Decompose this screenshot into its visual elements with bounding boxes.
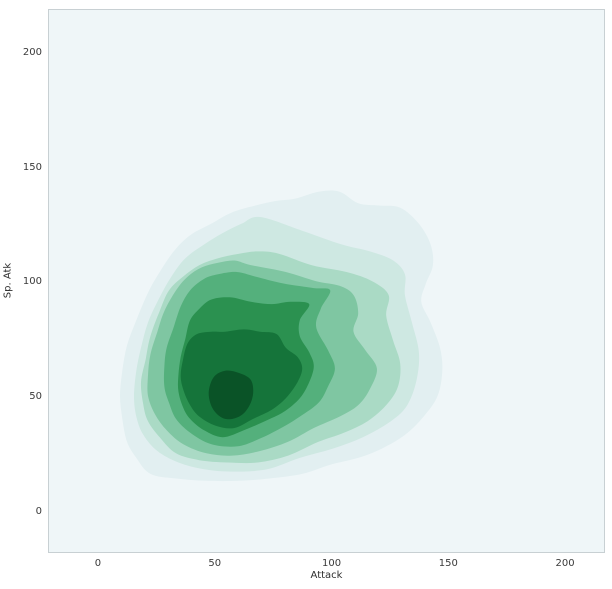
x-tick-label-0: 0 [94,558,102,569]
x-tick-label-50: 50 [208,558,222,569]
contour-level-8-innermost [208,370,254,420]
plot-area [48,9,605,553]
y-tick-label-0: 0 [35,505,42,517]
x-tick-label-100: 100 [321,558,342,569]
y-tick-label-150: 150 [22,161,42,173]
kde-contour-svg [120,190,443,482]
y-tick-label-200: 200 [22,47,42,59]
x-axis-label: Attack [310,570,343,581]
x-tick-label-150: 150 [438,558,458,569]
y-tick-label-50: 50 [29,391,42,403]
y-tick-label-100: 100 [22,276,42,288]
x-tick-label-200: 200 [555,558,575,569]
